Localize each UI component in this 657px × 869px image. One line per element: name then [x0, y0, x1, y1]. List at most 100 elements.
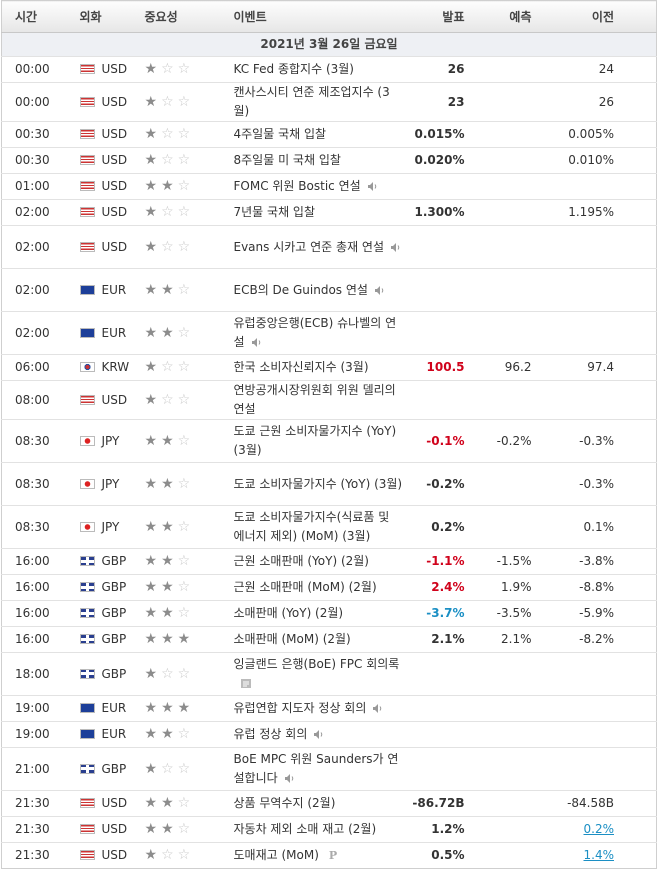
event-name: 도쿄 근원 소비자물가지수 (YoY) (3월) — [233, 424, 397, 457]
importance-cell: ★ ★ ☆ — [139, 548, 227, 575]
star: ★ — [161, 518, 174, 535]
star: ★ — [144, 579, 158, 595]
time: 18:00 — [1, 652, 65, 696]
date: 2021년 3월 26일 금요일 — [1, 32, 657, 57]
event-row: 01:00 USD ★ ★ ☆ FOMC 위원 Bostic 연설 — [1, 173, 657, 200]
speech-icon — [278, 771, 295, 785]
star: ★ — [144, 238, 158, 255]
star: ★ — [161, 553, 174, 569]
flag — [79, 129, 95, 139]
event-row: 19:00 EUR ★ ★ ★ 유럽연합 지도자 정상 회의 — [1, 695, 657, 722]
star: ☆ — [177, 795, 191, 811]
time: 00:00 — [1, 56, 65, 83]
event-name: 유럽 정상 회의 — [233, 727, 308, 741]
forecast-cell — [471, 147, 539, 174]
importance-cell: ★ ★ ☆ — [139, 721, 227, 748]
event-name: KC Fed 종합지수 (3월) — [233, 62, 354, 76]
importance-cell: ★ ☆ ☆ — [139, 842, 227, 869]
actual-cell — [411, 721, 472, 748]
actual-cell — [411, 380, 472, 420]
flag — [79, 556, 95, 566]
time: 02:00 — [1, 311, 65, 355]
star: ☆ — [177, 726, 191, 742]
event-cell: 캔사스시티 연준 제조업지수 (3월) — [226, 82, 412, 122]
currency: GBP — [101, 580, 127, 594]
importance-cell: ★ ★ ☆ — [139, 311, 227, 355]
event-cell: 유럽연합 지도자 정상 회의 — [226, 695, 412, 722]
event-row: 08:30 JPY ★ ★ ☆ 도쿄 근원 소비자물가지수 (YoY) (3월) -0.1%… — [1, 419, 657, 463]
time: 08:30 — [1, 462, 65, 506]
event-cell: ECB의 De Guindos 연설 — [226, 268, 412, 312]
previous: 0.005% — [568, 127, 614, 141]
currency-cell: GBP — [64, 548, 140, 575]
currency: USD — [101, 392, 128, 407]
star: ★ — [161, 726, 174, 742]
actual-cell — [411, 652, 472, 696]
currency: JPY — [101, 519, 120, 534]
event-cell: 7년물 국채 입찰 — [226, 199, 412, 226]
event-cell: 연방공개시장위원회 위원 델리의 연설 — [226, 380, 412, 420]
importance-stars: ★ ☆ ☆ — [144, 238, 195, 255]
event-name: 유럽연합 지도자 정상 회의 — [233, 701, 367, 715]
forecast-cell: -0.2% — [471, 419, 539, 463]
forecast: 2.1% — [501, 632, 532, 646]
event-row: 08:30 JPY ★ ★ ☆ 도쿄 소비자물가지수 (YoY) (3월) -0.2% -0.… — [1, 462, 657, 506]
actual: 2.4% — [431, 580, 465, 594]
importance-cell: ★ ☆ ☆ — [139, 121, 227, 148]
forecast-cell: 1.9% — [471, 574, 539, 601]
star: ☆ — [161, 61, 174, 77]
actual-cell: 100.5 — [411, 354, 472, 381]
currency-cell: USD — [64, 790, 140, 817]
previous-cell — [538, 380, 657, 420]
previous-cell: -8.8% — [538, 574, 657, 601]
actual: 0.2% — [431, 519, 465, 534]
star: ☆ — [177, 152, 191, 168]
event-name: 소매판매 (YoY) (2월) — [233, 606, 344, 620]
event-cell: 자동차 제외 소매 재고 (2월) — [226, 816, 412, 843]
currency: JPY — [101, 476, 120, 491]
time: 08:30 — [1, 505, 65, 549]
importance-cell: ★ ☆ ☆ — [139, 56, 227, 83]
importance-cell: ★ ★ ☆ — [139, 790, 227, 817]
star: ☆ — [161, 238, 174, 255]
previous[interactable]: 1.4% — [583, 848, 615, 862]
star: ☆ — [161, 665, 174, 682]
currency: KRW — [101, 360, 130, 374]
previous-cell: 1.4% — [538, 842, 657, 869]
event-row: 16:00 GBP ★ ★ ★ 소매판매 (MoM) (2월) 2.1% 2.1% -8.2% — [1, 626, 657, 653]
previous-cell: -8.2% — [538, 626, 657, 653]
forecast-cell — [471, 462, 539, 506]
event-cell: 도쿄 소비자물가지수 (YoY) (3월) — [226, 462, 412, 506]
star: ★ — [161, 631, 174, 647]
previous: 26 — [598, 94, 614, 109]
flag — [79, 207, 95, 217]
previous[interactable]: 0.2% — [583, 822, 615, 836]
actual-cell — [411, 173, 472, 200]
currency: GBP — [101, 761, 127, 776]
event-row: 02:00 USD ★ ☆ ☆ Evans 시카고 연준 총재 연설 — [1, 225, 657, 269]
star: ★ — [161, 700, 174, 716]
importance-stars: ★ ☆ ☆ — [144, 61, 195, 77]
star: ☆ — [161, 391, 174, 408]
event-row: 02:00 EUR ★ ★ ☆ 유럽중앙은행(ECB) 슈나벨의 연설 — [1, 311, 657, 355]
event-row: 16:00 GBP ★ ★ ☆ 근원 소매판매 (MoM) (2월) 2.4% 1.9% -8.… — [1, 574, 657, 601]
star: ★ — [161, 475, 174, 492]
star: ★ — [161, 821, 174, 837]
currency-cell: USD — [64, 225, 140, 269]
currency: EUR — [101, 282, 127, 297]
star: ☆ — [177, 821, 191, 837]
actual-cell: -86.72B — [411, 790, 472, 817]
column-header: 시간 — [1, 0, 65, 33]
document-icon — [234, 676, 252, 690]
star: ★ — [177, 700, 191, 716]
event-name: 자동차 제외 소매 재고 (2월) — [233, 822, 377, 836]
event-cell: Evans 시카고 연준 총재 연설 — [226, 225, 412, 269]
importance-stars: ★ ★ ☆ — [145, 282, 195, 298]
forecast-cell — [471, 790, 539, 817]
currency: USD — [101, 848, 128, 862]
importance-stars: ★ ☆ ☆ — [145, 204, 195, 220]
importance-stars: ★ ★ ☆ — [144, 579, 195, 595]
star: ★ — [144, 61, 158, 77]
star: ☆ — [161, 93, 174, 110]
column-header: 이벤트 — [226, 0, 412, 33]
